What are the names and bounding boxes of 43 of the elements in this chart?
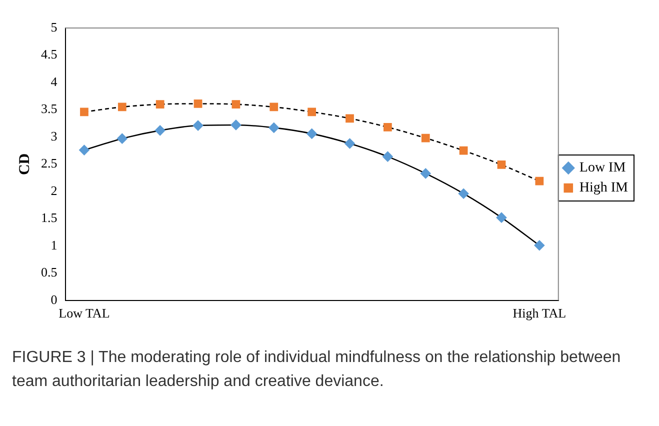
point <box>80 108 88 116</box>
point <box>344 138 355 149</box>
legend-label: High IM <box>579 180 629 196</box>
y-tick-label: 0 <box>50 292 58 307</box>
legend-label: Low IM <box>579 160 626 176</box>
y-tick-label: 2.5 <box>41 156 58 171</box>
point <box>459 146 468 155</box>
x-tick-label: High TAL <box>512 306 566 321</box>
point <box>308 108 316 116</box>
point <box>79 144 90 156</box>
point <box>156 100 164 108</box>
point <box>497 160 506 169</box>
point <box>534 240 545 251</box>
point <box>192 120 204 131</box>
caption: FIGURE 3 | The moderating role of individual mindfulness on the relationship between team authoritarian leadership and creative deviance. <box>11 348 622 392</box>
point <box>117 133 128 144</box>
point <box>268 122 280 133</box>
point <box>421 134 430 142</box>
y-tick-label: 1 <box>50 237 58 252</box>
x-tick-label: Low TAL <box>58 306 110 321</box>
point <box>458 188 469 199</box>
y-tick-label: 4 <box>50 74 58 89</box>
point <box>496 212 507 223</box>
point <box>306 128 317 139</box>
point <box>420 168 431 179</box>
y-tick-label: 1.5 <box>41 210 58 226</box>
y-tick-label: 4.5 <box>41 46 58 62</box>
point <box>382 151 393 162</box>
point <box>346 114 354 123</box>
point <box>154 125 166 136</box>
point <box>230 120 242 130</box>
point <box>384 122 392 132</box>
y-tick-label: 3.5 <box>41 101 58 116</box>
y-tick-label: 3 <box>50 128 58 144</box>
point <box>535 176 544 186</box>
point <box>270 102 278 112</box>
y-tick-label: 0.5 <box>41 264 58 280</box>
y-tick-label: 2 <box>50 182 58 198</box>
y-tick-label: 5 <box>50 19 58 34</box>
point <box>194 100 202 108</box>
point <box>232 100 240 108</box>
y-axis-title: CD <box>16 153 33 176</box>
point <box>118 102 126 112</box>
